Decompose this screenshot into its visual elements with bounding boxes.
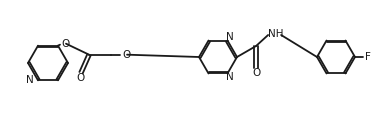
- Text: O: O: [61, 39, 69, 49]
- Text: O: O: [76, 73, 84, 83]
- Text: O: O: [252, 68, 260, 78]
- Text: F: F: [365, 52, 371, 62]
- Text: N: N: [226, 72, 233, 82]
- Text: N: N: [26, 75, 34, 85]
- Text: N: N: [226, 32, 233, 42]
- Text: NH: NH: [268, 29, 284, 39]
- Text: O: O: [122, 50, 130, 60]
